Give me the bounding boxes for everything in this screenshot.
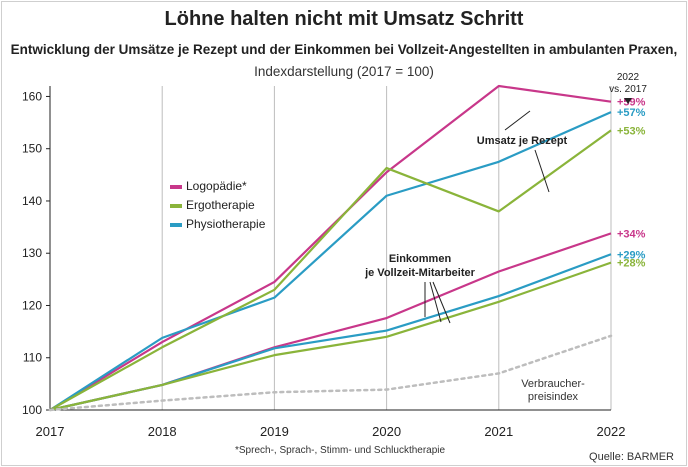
annotation-einkommen-2: je Vollzeit-Mitarbeiter [364,267,476,279]
annotation-einkommen-pointer-2 [432,281,451,324]
y-tick-label-140: 140 [22,194,42,208]
x-tick-label-2020: 2020 [372,424,401,439]
y-tick-label-100: 100 [22,403,42,417]
legend-swatch-0 [170,185,182,189]
chart-title: Löhne halten nicht mit Umsatz Schritt [164,8,524,30]
end-label-4: +29% [617,249,646,261]
x-tick-label-2022: 2022 [597,424,626,439]
end-label-0: +59% [617,97,646,109]
annotation-einkommen-1: Einkommen [389,253,452,265]
legend-swatch-2 [170,223,182,227]
y-tick-label-150: 150 [22,142,42,156]
annotation-verbraucher-1: Verbraucher- [521,378,585,390]
x-tick-label-2017: 2017 [36,424,65,439]
annotation-umsatz-pointer-1 [504,110,531,131]
legend-label-1: Ergotherapie [186,198,255,212]
series-line-ergotherapie-2 [49,129,612,411]
y-tick-label-120: 120 [22,298,42,312]
x-tick-label-2021: 2021 [484,424,513,439]
x-tick-label-2019: 2019 [260,424,289,439]
end-label-2: +53% [617,125,646,137]
series-line-ergotherapie-5 [49,261,612,412]
chart-subtitle-index: Indexdarstellung (2017 = 100) [254,64,434,79]
series-line-physiotherapie-1 [49,111,612,411]
compare-arrow-icon [624,98,632,104]
series-line-logopdie-0 [49,84,612,411]
end-label-5: +28% [617,258,646,270]
annotation-umsatz: Umsatz je Rezept [477,135,568,147]
annotation-verbraucher-2: preisindex [528,391,579,403]
x-tick-label-2018: 2018 [148,424,177,439]
end-label-1: +57% [617,107,646,119]
y-tick-label-130: 130 [22,246,42,260]
annotation-umsatz-pointer-2 [534,149,550,193]
legend-swatch-1 [170,204,182,208]
series-line-verbraucherpreisindex-6 [48,334,613,412]
compare-label-vs: vs. 2017 [609,84,647,95]
y-tick-label-110: 110 [23,351,42,365]
annotation-einkommen-pointer-1 [429,281,442,323]
end-label-3: +34% [617,228,646,240]
legend-label-2: Physiotherapie [186,217,266,231]
compare-label-year: 2022 [617,72,640,83]
source-label: Quelle: BARMER [589,451,674,463]
footnote: *Sprech-, Sprach-, Stimm- und Schluckthe… [235,445,446,456]
legend-label-0: Logopädie* [186,179,247,193]
y-tick-label-160: 160 [22,89,42,103]
chart-subtitle: Entwicklung der Umsätze je Rezept und de… [10,42,678,57]
